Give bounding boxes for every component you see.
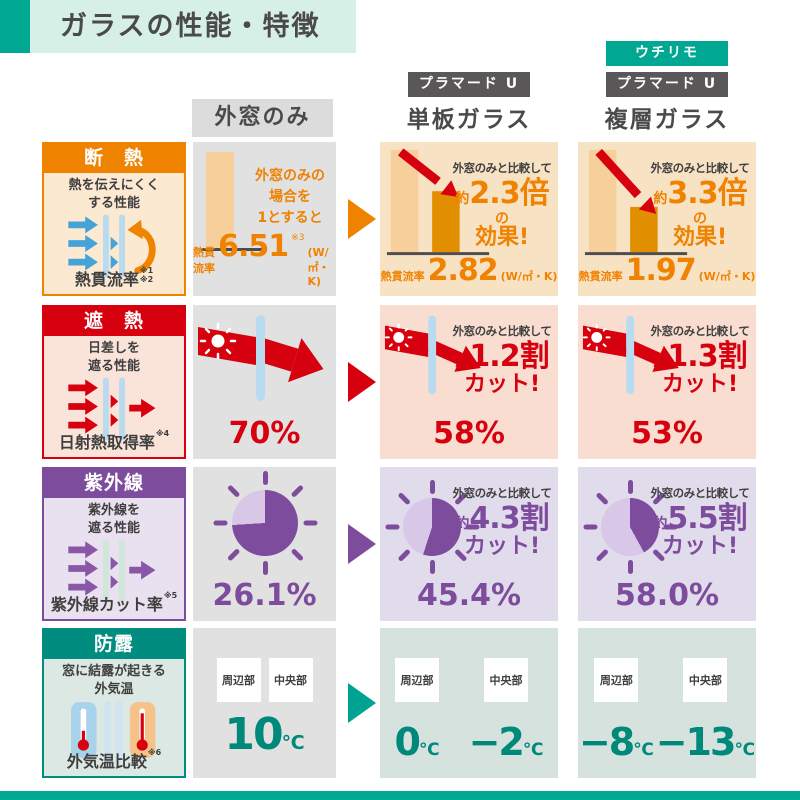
row-metric-label: 日射熱取得率※4: [58, 429, 170, 452]
zone-box-edge: 周辺部: [216, 658, 261, 702]
claim-block: 外窓のみと比較して 約5.5割 カット!: [650, 486, 750, 559]
claim-block: 外窓のみと比較して 約1.2割 カット!: [452, 324, 552, 397]
cell-shading-outer: 70%: [193, 305, 336, 459]
chart-baseline: [201, 248, 267, 251]
thermometers-icon: [71, 700, 156, 760]
value-percent: 45.4%: [416, 578, 522, 613]
claim-block: 外窓のみと比較して 約2.3倍の 効果!: [452, 161, 552, 251]
value-percent: 53%: [631, 416, 703, 451]
metric-row: 熱貫流率 2.82 (W/㎡・K): [380, 253, 558, 288]
column-header-double-glass: 複層ガラス: [604, 107, 730, 133]
zone-labels: 周辺部 中央部: [193, 628, 336, 702]
metric-row: 熱貫流率 1.97 (W/㎡・K): [578, 253, 756, 288]
cell-insulation-double: 外窓のみと比較して 約3.3倍の 効果! 熱貫流率 1.97 (W/㎡・K): [578, 142, 756, 296]
insulation-icon: [68, 214, 156, 278]
uv-sun-pie-icon: [580, 477, 680, 577]
temperature-value: 0℃: [394, 720, 440, 764]
compare-arrow-dew: [348, 683, 376, 723]
zone-box-center: 中央部: [683, 658, 728, 702]
cell-uv-double: 外窓のみと比較して 約5.5割 カット! 58.0%: [578, 467, 756, 621]
cell-shading-single: 外窓のみと比較して 約1.2割 カット! 58%: [380, 305, 558, 459]
brand-badge-uchirimo: ウチリモ: [606, 41, 728, 66]
zone-box-center: 中央部: [484, 658, 529, 702]
brand-badge-plamard-u-single: プラマード U: [408, 72, 530, 97]
sunlight-arrow-icon: [384, 315, 481, 395]
compare-arrow-uv: [348, 524, 376, 564]
baseline-note: 外窓のみの 場合を 1とすると: [255, 168, 325, 226]
metric-notes: ※1 ※2: [139, 266, 154, 285]
page-title-banner: ガラスの性能・特徴: [30, 0, 356, 53]
row-title-shading: 遮 熱: [44, 307, 184, 336]
claim-block: 外窓のみと比較して 約1.3割 カット!: [650, 324, 750, 397]
zone-column-center: 中央部 −2℃: [468, 658, 544, 764]
row-description: 熱を伝えにくく する性能: [68, 178, 160, 211]
row-label-card-uv: 紫外線 紫外線を 遮る性能 紫外線カット率※5: [42, 467, 186, 621]
zone-box-edge: 周辺部: [594, 658, 639, 702]
metric-notes: ※5: [163, 591, 178, 600]
title-accent-square: [0, 0, 30, 53]
value-percent: 26.1%: [212, 578, 317, 613]
cell-insulation-outer: 外窓のみの 場合を 1とすると 熱貫流率 6.51 ※3 (W/㎡・K): [193, 142, 336, 296]
metric-notes: ※4: [155, 429, 170, 438]
row-metric-label: 紫外線カット率※5: [50, 591, 178, 614]
zone-box-center: 中央部: [268, 658, 313, 702]
zone-column-edge: 周辺部 0℃: [395, 658, 440, 764]
row-description: 窓に結露が起きる 外気温: [62, 664, 166, 697]
column-header-outer-window: 外窓のみ: [192, 99, 333, 137]
brand-badge-plamard-u-double: プラマード U: [606, 72, 728, 97]
page-title: ガラスの性能・特徴: [60, 11, 321, 42]
sunlight-arrow-icon: [198, 315, 324, 401]
value-percent: 58%: [433, 416, 505, 451]
sunlight-arrow-icon: [582, 315, 679, 395]
uv-sun-pie-icon: [382, 477, 482, 577]
value-percent: 58.0%: [614, 578, 720, 613]
metric-row: 熱貫流率 6.51 ※3 (W/㎡・K): [193, 229, 330, 288]
bar-chart-single: [386, 148, 490, 256]
temperature-value: −2℃: [468, 720, 544, 764]
compare-arrow-insulation: [348, 199, 376, 239]
claim-block: 外窓のみと比較して 約4.3割 カット!: [452, 486, 552, 559]
uv-icon: [68, 539, 156, 603]
claim-block: 外窓のみと比較して 約3.3倍の 効果!: [650, 161, 750, 251]
zone-box-edge: 周辺部: [395, 658, 440, 702]
zone-column-center: 中央部 −13℃: [656, 658, 755, 764]
cell-uv-outer: 26.1%: [193, 467, 336, 621]
row-metric-label: 外気温比較※6: [66, 748, 162, 771]
cell-dew-single: 周辺部 0℃ 中央部 −2℃: [380, 628, 558, 778]
footer-accent-bar: [0, 791, 800, 800]
temperature-value: 10℃: [224, 709, 305, 760]
row-description: 日差しを 遮る性能: [87, 341, 140, 374]
row-metric-label: 熱貫流率※1 ※2: [74, 266, 154, 289]
row-title-uv: 紫外線: [44, 469, 184, 498]
row-label-card-shading: 遮 熱 日差しを 遮る性能 日射熱取得率※4: [42, 305, 186, 459]
uv-sun-pie-icon: [209, 467, 321, 579]
cell-dew-outer: 周辺部 中央部 10℃: [193, 628, 336, 778]
row-title-insulation: 断 熱: [44, 144, 184, 173]
cell-insulation-single: 外窓のみと比較して 約2.3倍の 効果! 熱貫流率 2.82 (W/㎡・K): [380, 142, 558, 296]
compare-arrow-shading: [348, 362, 376, 402]
cell-dew-double: 周辺部 −8℃ 中央部 −13℃: [578, 628, 756, 778]
heat-shading-icon: [68, 377, 156, 441]
row-dew: 防露 窓に結露が起きる 外気温 外気温比較※6: [0, 628, 800, 778]
column-header-single-glass: 単板ガラス: [406, 107, 532, 133]
row-uv: 紫外線 紫外線を 遮る性能 紫外線カット率※5: [0, 467, 800, 621]
row-description: 紫外線を 遮る性能: [87, 503, 140, 536]
bar-chart-double: [584, 148, 688, 256]
bar-outer-window: [206, 152, 234, 248]
row-label-card-dew: 防露 窓に結露が起きる 外気温 外気温比較※6: [42, 628, 186, 778]
value-percent: 70%: [228, 416, 301, 451]
cell-shading-double: 外窓のみと比較して 約1.3割 カット! 53%: [578, 305, 756, 459]
cell-uv-single: 外窓のみと比較して 約4.3割 カット! 45.4%: [380, 467, 558, 621]
temperature-value: −8℃: [578, 720, 654, 764]
metric-notes: ※6: [147, 748, 162, 757]
row-shading: 遮 熱 日差しを 遮る性能 日射熱取得率※4: [0, 305, 800, 459]
row-insulation: 断 熱 熱を伝えにくく する性能: [0, 142, 800, 296]
temperature-value: −13℃: [655, 720, 756, 764]
row-title-dew: 防露: [44, 630, 184, 659]
row-label-card-insulation: 断 熱 熱を伝えにくく する性能: [42, 142, 186, 296]
zone-column-edge: 周辺部 −8℃: [579, 658, 654, 764]
